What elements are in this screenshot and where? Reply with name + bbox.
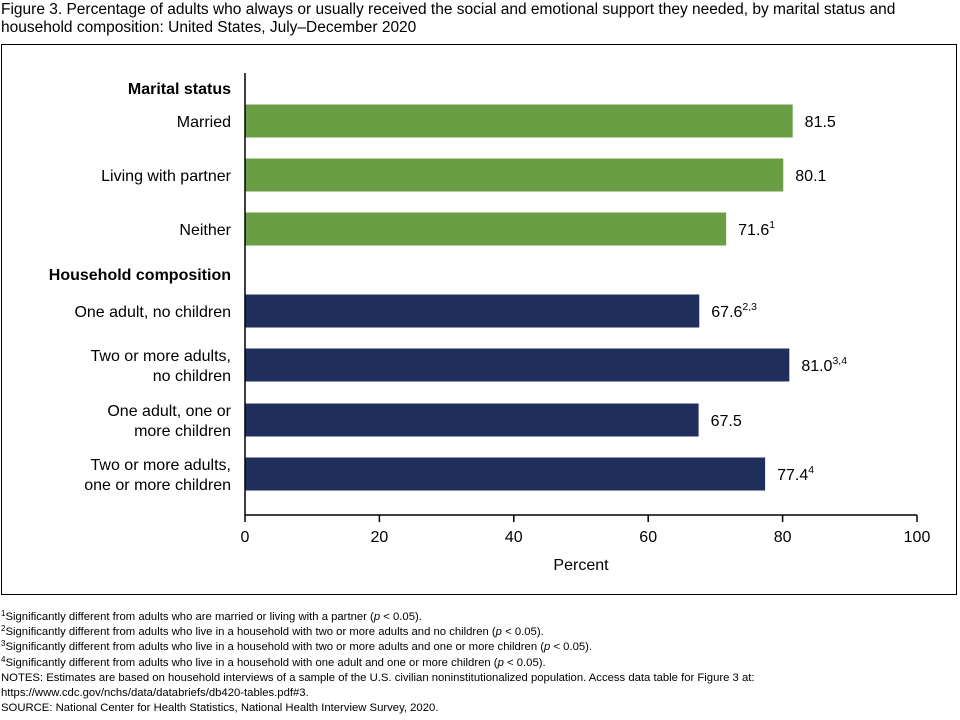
x-axis-title: Percent [553,557,609,574]
x-tick-label-4: 80 [774,529,792,546]
figure-title: Figure 3. Percentage of adults who alway… [1,1,896,36]
data-label-1-3: 77.44 [777,464,814,484]
bar-0-1 [245,158,784,192]
group-header-1: Household composition [49,267,231,284]
category-label-0-2: Neither [179,222,231,239]
notes-text: NOTES: Estimates are based on household … [1,671,755,684]
bar-1-2 [245,403,699,437]
category-label-1-2: more children [134,423,231,440]
chart-frame [1,44,957,595]
group-header-0: Marital status [128,81,231,98]
bar-0-0 [245,104,793,138]
category-label-1-3: one or more children [84,477,231,494]
data-label-0-1: 80.1 [795,168,826,185]
data-label-footnote-1-0: 2,3 [742,301,757,313]
category-label-1-1: no children [153,368,231,385]
data-label-1-0: 67.62,3 [711,301,757,321]
footnote-3: 3Significantly different from adults who… [1,639,593,654]
data-label-footnote-0-2: 1 [769,219,775,231]
bar-chart: Marital status Married 81.5 Living with par… [49,73,931,574]
data-table-link[interactable]: https://www.cdc.gov/nchs/data/databriefs… [1,687,309,700]
category-label-0-0: Married [177,114,231,131]
x-tick-label-1: 20 [371,529,389,546]
bar-1-3 [245,457,766,491]
data-label-0-0: 81.5 [805,114,836,131]
category-label-1-3: Two or more adults, [91,457,232,474]
category-label-1-0: One adult, no children [74,304,231,321]
x-tick-label-3: 60 [639,529,657,546]
footnote-2: 2Significantly different from adults who… [1,624,544,639]
x-tick-label-0: 0 [241,529,250,546]
category-label-1-1: Two or more adults, [91,348,232,365]
footnotes-block: 1Significantly different from adults who… [1,610,956,716]
data-label-footnote-1-3: 4 [808,464,814,476]
footnote-4: 4Significantly different from adults who… [1,654,546,669]
x-tick-label-5: 100 [904,529,931,546]
bar-1-0 [245,294,700,328]
category-label-1-2: One adult, one or [107,403,231,420]
data-label-1-1: 81.03,4 [801,355,847,375]
footnote-1: 1Significantly different from adults who… [1,609,422,624]
bar-0-2 [245,212,727,246]
source-text: SOURCE: National Center for Health Stati… [1,702,439,715]
bar-1-1 [245,348,790,382]
data-label-footnote-1-1: 3,4 [832,355,847,367]
data-label-1-2: 67.5 [711,413,742,430]
x-tick-label-2: 40 [505,529,523,546]
data-label-0-2: 71.61 [738,219,775,239]
category-label-0-1: Living with partner [101,168,232,185]
